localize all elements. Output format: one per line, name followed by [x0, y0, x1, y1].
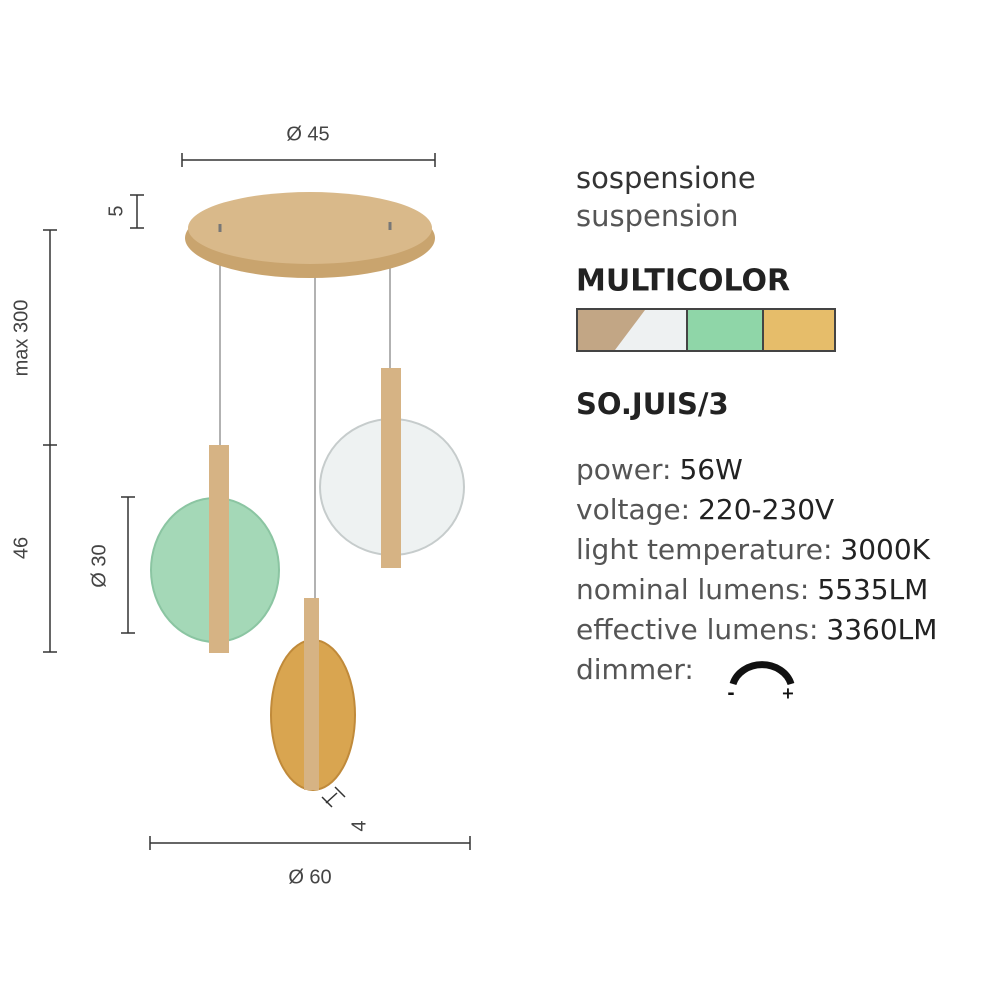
spec-line: effective lumens: 3360LM — [576, 613, 937, 646]
specs: power: 56W voltage: 220-230V light temperatu… — [576, 453, 937, 646]
spec-label: light temperature: — [576, 533, 832, 566]
category-it: sospensione — [576, 161, 756, 195]
spec-value: 220-230V — [698, 493, 834, 526]
finish: MULTICOLOR — [576, 264, 790, 299]
category-en: suspension — [576, 199, 739, 233]
dimension-lines — [43, 153, 471, 850]
spec-value: 56W — [679, 453, 742, 486]
overall-diameter: Ø 60 — [288, 866, 331, 888]
illustration — [150, 192, 465, 791]
spec-line: power: 56W — [576, 453, 743, 486]
canopy-height: 5 — [105, 205, 127, 216]
lamp-height: 46 — [10, 537, 32, 559]
spec-label: nominal lumens: — [576, 573, 809, 606]
spec-label: voltage: — [576, 493, 690, 526]
spec-label: effective lumens: — [576, 613, 818, 646]
spec-line: voltage: 220-230V — [576, 493, 834, 526]
spec-value: 5535LM — [817, 573, 928, 606]
spec-label: power: — [576, 453, 671, 486]
spec-value: 3360LM — [826, 613, 937, 646]
dimmer-icon: - + — [727, 661, 795, 704]
disc-diameter: Ø 30 — [88, 544, 110, 587]
spec-line: light temperature: 3000K — [576, 533, 931, 566]
dimmer-plus: + — [781, 684, 794, 703]
product-code: SO.JUIS/3 — [576, 387, 729, 421]
dimmer-minus: - — [727, 683, 734, 704]
dimmer-label: dimmer: — [576, 653, 694, 686]
color-swatches — [576, 308, 836, 352]
spec-value: 3000K — [840, 533, 930, 566]
canopy-diameter: Ø 45 — [286, 123, 329, 145]
spec-line: nominal lumens: 5535LM — [576, 573, 928, 606]
disc-depth: 4 — [348, 820, 370, 831]
max-height: max 300 — [10, 300, 32, 377]
